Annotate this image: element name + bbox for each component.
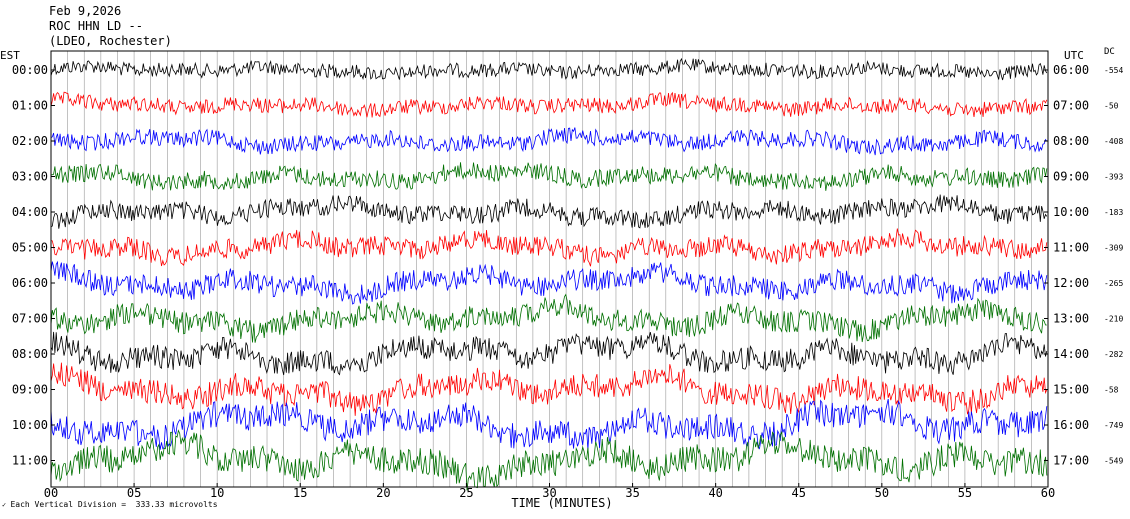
dc-offset-label: -282 <box>1104 350 1123 359</box>
footer-text: Each Vertical Division = 333.33 microvol… <box>10 500 218 509</box>
utc-hour-label: 10:00 <box>1053 205 1089 219</box>
right-axis-title: UTC <box>1064 49 1084 62</box>
x-tick-label: 15 <box>293 486 307 500</box>
x-tick-label: 30 <box>542 486 556 500</box>
est-hour-label: 06:00 <box>12 276 48 290</box>
seismic-trace <box>50 57 1048 81</box>
dc-offset-label: -549 <box>1104 457 1123 466</box>
seismic-trace <box>50 127 1048 156</box>
est-hour-label: 00:00 <box>12 63 48 77</box>
seismic-trace <box>50 331 1048 376</box>
seismic-trace <box>50 260 1048 305</box>
x-tick-label: 20 <box>376 486 390 500</box>
est-hour-label: 09:00 <box>12 383 48 397</box>
est-hour-label: 08:00 <box>12 347 48 361</box>
x-tick-label: 10 <box>210 486 224 500</box>
est-hour-label: 04:00 <box>12 205 48 219</box>
x-tick-label: 45 <box>792 486 806 500</box>
x-tick-label: 40 <box>708 486 722 500</box>
dc-offset-label: -210 <box>1104 315 1123 324</box>
seismic-trace <box>50 194 1048 229</box>
dc-offset-label: -393 <box>1104 173 1123 182</box>
footer-mark: ✓ <box>2 501 11 509</box>
trace-group <box>50 57 1048 491</box>
grid-lines <box>67 51 1032 487</box>
est-hour-label: 07:00 <box>12 312 48 326</box>
est-hour-label: 01:00 <box>12 99 48 113</box>
seismic-trace <box>50 293 1047 343</box>
header-network: (LDEO, Rochester) <box>49 34 172 48</box>
est-hour-label: 03:00 <box>12 170 48 184</box>
dc-offset-label: -408 <box>1104 137 1123 146</box>
dc-offset-label: -50 <box>1104 102 1119 111</box>
utc-hour-label: 17:00 <box>1053 454 1089 468</box>
utc-hour-label: 08:00 <box>1053 134 1089 148</box>
seismic-trace <box>50 91 1048 118</box>
seismic-trace <box>50 162 1048 191</box>
x-axis-label: TIME (MINUTES) <box>511 496 612 510</box>
x-tick-label: 55 <box>958 486 972 500</box>
utc-hour-label: 11:00 <box>1053 241 1089 255</box>
x-tick-label: 25 <box>459 486 473 500</box>
dc-title: DC <box>1104 47 1115 57</box>
dc-offset-label: -183 <box>1104 208 1123 217</box>
header-date: Feb 9,2026 <box>49 4 122 18</box>
utc-hour-label: 13:00 <box>1053 312 1089 326</box>
dc-offset-label: -58 <box>1104 386 1119 395</box>
x-tick-label: 00 <box>44 486 58 500</box>
est-hour-label: 02:00 <box>12 134 48 148</box>
seismic-trace <box>50 362 1048 416</box>
x-tick-label: 05 <box>127 486 141 500</box>
utc-hour-label: 16:00 <box>1053 418 1089 432</box>
header-station: ROC HHN LD -- <box>49 19 143 33</box>
seismic-trace <box>50 429 1048 491</box>
axis-labels: 00:00 06:00 -554 01:00 07:00 -50 02:00 08:00 -40… <box>12 63 1124 510</box>
left-axis-title: EST <box>0 49 20 62</box>
footer-note: ✓ Each Vertical Division = 333.33 microv… <box>2 500 218 509</box>
x-tick-label: 60 <box>1041 486 1055 500</box>
x-tick-label: 35 <box>625 486 639 500</box>
utc-hour-label: 09:00 <box>1053 170 1089 184</box>
dc-offset-label: -554 <box>1104 66 1123 75</box>
est-hour-label: 05:00 <box>12 241 48 255</box>
utc-hour-label: 07:00 <box>1053 99 1089 113</box>
seismic-trace <box>50 398 1048 450</box>
est-hour-label: 11:00 <box>12 454 48 468</box>
dc-offset-label: -309 <box>1104 244 1123 253</box>
est-hour-label: 10:00 <box>12 418 48 432</box>
utc-hour-label: 06:00 <box>1053 63 1089 77</box>
utc-hour-label: 15:00 <box>1053 383 1089 397</box>
utc-hour-label: 14:00 <box>1053 347 1089 361</box>
x-tick-label: 50 <box>875 486 889 500</box>
dc-offset-label: -265 <box>1104 279 1123 288</box>
seismic-trace <box>50 228 1048 267</box>
utc-hour-label: 12:00 <box>1053 276 1089 290</box>
dc-offset-label: -749 <box>1104 421 1123 430</box>
